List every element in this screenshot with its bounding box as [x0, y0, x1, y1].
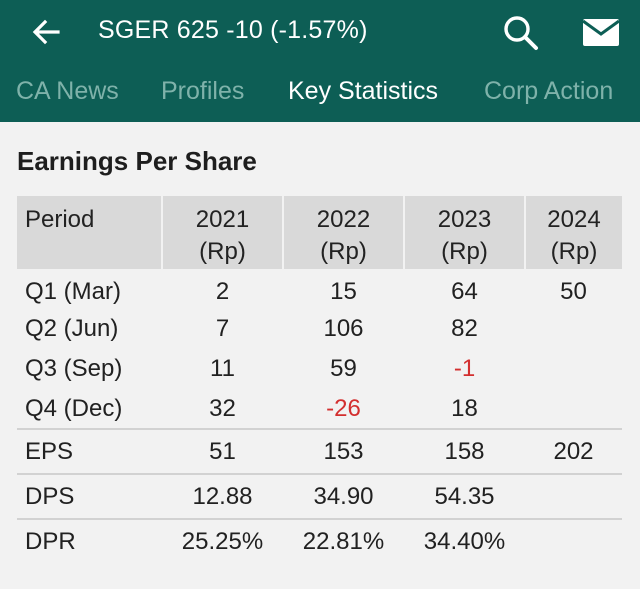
- table-cell: 202: [525, 428, 622, 474]
- year-label: 2021: [195, 206, 250, 233]
- summary-row-dpr: DPR 25.25% 22.81% 34.40%: [17, 518, 622, 564]
- table-header-row: Period 2021 (Rp) 2022 (Rp) 2023 (Rp) 2024 (R…: [17, 196, 622, 269]
- table-cell: 25.25%: [162, 518, 283, 564]
- back-button[interactable]: [28, 14, 64, 50]
- table-cell: 59: [330, 355, 357, 382]
- row-label: Q1 (Mar): [25, 278, 121, 305]
- table-cell: [525, 389, 622, 429]
- section-title: Earnings Per Share: [17, 146, 257, 176]
- year-header: 2022 (Rp): [283, 196, 405, 269]
- table-cell: 64: [451, 278, 478, 305]
- table-cell: 153: [283, 428, 404, 474]
- year-header: 2023 (Rp): [404, 196, 526, 269]
- table-cell: 22.81%: [283, 518, 404, 564]
- summary-row-dps: DPS 12.88 34.90 54.35: [17, 473, 622, 519]
- table-cell: [525, 349, 622, 389]
- year-label: 2022: [316, 206, 371, 233]
- table-cell: 34.40%: [404, 518, 525, 564]
- table-row: Q4 (Dec) 32 -26 18: [17, 389, 622, 429]
- row-label: Q2 (Jun): [25, 315, 119, 342]
- year-header: 2021 (Rp): [162, 196, 284, 269]
- period-header: Period: [17, 196, 163, 269]
- year-label: 2024: [547, 206, 601, 233]
- tab-ca-news[interactable]: CA News: [16, 77, 119, 105]
- table-cell: 12.88: [162, 473, 283, 519]
- table-cell: 51: [162, 428, 283, 474]
- tab-corp-action[interactable]: Corp Action: [484, 77, 614, 105]
- row-label: EPS: [17, 428, 162, 474]
- page-title: SGER 625 -10 (-1.57%): [98, 16, 368, 44]
- table-cell: [525, 309, 622, 349]
- table-cell: [525, 473, 622, 519]
- eps-table: Period 2021 (Rp) 2022 (Rp) 2023 (Rp) 2024 (R…: [17, 196, 622, 564]
- row-label: Q4 (Dec): [25, 394, 123, 422]
- table-cell: 18: [451, 394, 478, 422]
- table-cell: 82: [451, 315, 478, 342]
- unit-label: (Rp): [320, 238, 367, 265]
- arrow-left-icon: [32, 19, 60, 45]
- summary-row-eps: EPS 51 153 158 202: [17, 428, 622, 474]
- table-cell: 2: [215, 278, 230, 305]
- table-cell: 106: [323, 315, 364, 342]
- table-cell: 32: [209, 394, 236, 422]
- tab-key-statistics[interactable]: Key Statistics: [288, 77, 439, 105]
- year-header: 2024 (Rp): [525, 196, 622, 269]
- table-cell: 15: [330, 278, 357, 305]
- top-bar: SGER 625 -10 (-1.57%): [0, 0, 640, 66]
- table-row: Q2 (Jun) 7 106 82: [17, 309, 622, 349]
- app-bar: SGER 625 -10 (-1.57%) CA News Profiles K…: [0, 0, 640, 122]
- table-cell-negative: -1: [453, 355, 476, 382]
- unit-label: (Rp): [441, 238, 488, 265]
- mail-button[interactable]: [580, 15, 622, 51]
- search-icon: [504, 16, 538, 50]
- unit-label: (Rp): [199, 238, 246, 265]
- table-cell: 11: [210, 355, 235, 382]
- mail-icon: [582, 19, 620, 46]
- search-button[interactable]: [500, 12, 542, 54]
- table-cell: 54.35: [404, 473, 525, 519]
- table-row: Q1 (Mar) 2 15 64 50: [17, 269, 622, 309]
- table-cell: 34.90: [283, 473, 404, 519]
- row-label: Q3 (Sep): [25, 355, 123, 382]
- tab-profiles[interactable]: Profiles: [161, 77, 245, 105]
- table-row: Q3 (Sep) 11 59 -1: [17, 349, 622, 389]
- table-cell: 7: [215, 315, 230, 342]
- year-label: 2023: [437, 206, 492, 233]
- row-label: DPS: [17, 473, 162, 519]
- table-cell-negative: -26: [326, 394, 361, 422]
- table-cell: [525, 518, 622, 564]
- row-label: DPR: [17, 518, 162, 564]
- unit-label: (Rp): [550, 238, 598, 265]
- table-cell: 158: [404, 428, 525, 474]
- tab-bar: CA News Profiles Key Statistics Corp Act…: [0, 66, 640, 122]
- table-cell: 50: [560, 278, 587, 305]
